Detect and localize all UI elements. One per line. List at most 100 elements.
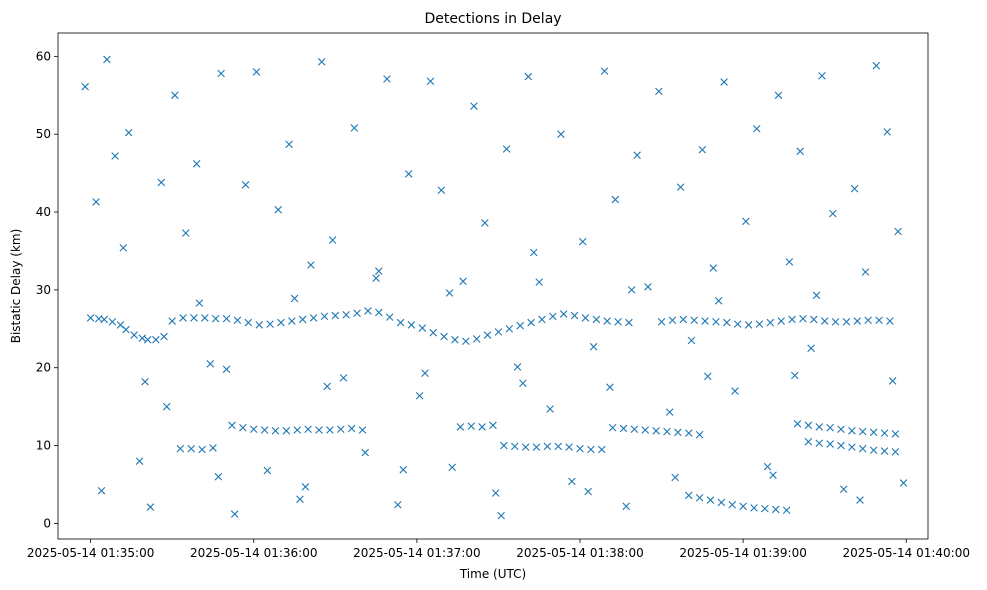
data-point [260, 426, 269, 434]
data-point [750, 504, 758, 512]
data-point [222, 365, 231, 374]
data-point [342, 311, 350, 319]
data-point [383, 75, 391, 83]
data-point [440, 332, 448, 341]
data-point [494, 328, 503, 336]
data-point [364, 307, 372, 315]
data-point [331, 311, 340, 320]
data-point [793, 419, 802, 428]
data-point [429, 328, 437, 337]
data-point [701, 317, 709, 325]
data-point [92, 198, 100, 206]
data-point [241, 181, 250, 189]
data-point [119, 244, 128, 252]
data-point [695, 430, 704, 439]
data-point [288, 317, 296, 325]
data-point [709, 264, 718, 272]
data-point [282, 427, 291, 435]
data-point [858, 444, 867, 453]
data-point [239, 423, 247, 432]
x-tick-label: 2025-05-14 01:38:00 [516, 546, 643, 560]
y-tick-label: 10 [36, 439, 51, 453]
data-point [478, 423, 486, 431]
data-point [198, 445, 206, 454]
data-point [559, 310, 568, 318]
data-point [684, 429, 693, 437]
data-point [796, 147, 805, 156]
data-point [103, 55, 111, 64]
data-point [554, 442, 563, 451]
x-tick-label: 2025-05-14 01:36:00 [190, 546, 317, 560]
data-point [124, 128, 133, 137]
data-point [581, 314, 590, 322]
data-point [771, 505, 780, 514]
data-point [690, 316, 698, 325]
data-point [326, 426, 334, 434]
data-point [720, 78, 728, 86]
data-point [723, 318, 731, 327]
data-point [489, 421, 497, 430]
data-point [799, 314, 807, 323]
data-point [510, 442, 519, 451]
x-tick-label: 2025-05-14 01:35:00 [27, 546, 154, 560]
data-point [630, 425, 639, 434]
data-point [625, 318, 633, 327]
data-point [848, 443, 856, 451]
data-point [249, 425, 258, 434]
data-point [810, 315, 818, 324]
data-point [304, 425, 312, 434]
data-point [176, 444, 185, 453]
data-point [100, 315, 109, 324]
data-point [600, 67, 609, 75]
data-point [233, 316, 242, 325]
y-tick-label: 0 [43, 516, 51, 530]
data-point [350, 124, 359, 132]
data-point [570, 311, 579, 320]
data-point [807, 344, 815, 353]
data-point [674, 428, 682, 437]
data-point [418, 324, 427, 332]
data-point [529, 248, 538, 257]
data-point [584, 487, 592, 496]
data-point [472, 335, 481, 343]
data-point [483, 331, 492, 339]
data-point [361, 448, 370, 457]
data-point [252, 68, 261, 76]
data-point [853, 317, 862, 325]
data-point [856, 496, 864, 504]
data-point [763, 462, 772, 471]
data-point [404, 170, 413, 178]
data-point [731, 387, 739, 395]
data-point [451, 335, 459, 344]
data-point [481, 219, 489, 227]
data-point [869, 428, 878, 437]
data-points [81, 55, 908, 520]
data-point [549, 312, 557, 321]
data-point [568, 477, 576, 486]
data-point [157, 178, 166, 187]
data-point [728, 500, 737, 509]
data-point [228, 421, 236, 430]
data-point [421, 369, 429, 377]
data-point [190, 314, 198, 322]
data-point [358, 426, 367, 434]
data-point [842, 318, 851, 326]
data-point [891, 430, 900, 438]
data-point [516, 321, 524, 330]
data-point [886, 317, 894, 325]
data-point [505, 325, 514, 333]
data-point [214, 472, 223, 481]
data-point [706, 496, 715, 504]
data-point [407, 321, 416, 329]
data-point [782, 506, 791, 514]
data-point [576, 444, 584, 453]
data-point [152, 335, 160, 344]
data-point [192, 159, 201, 168]
data-point [296, 495, 304, 504]
y-axis: 0 10 20 30 40 50 60 [36, 49, 58, 530]
data-point [733, 320, 742, 328]
data-point [135, 457, 144, 465]
data-point [138, 334, 147, 342]
data-point [676, 183, 685, 191]
data-point [739, 502, 747, 511]
